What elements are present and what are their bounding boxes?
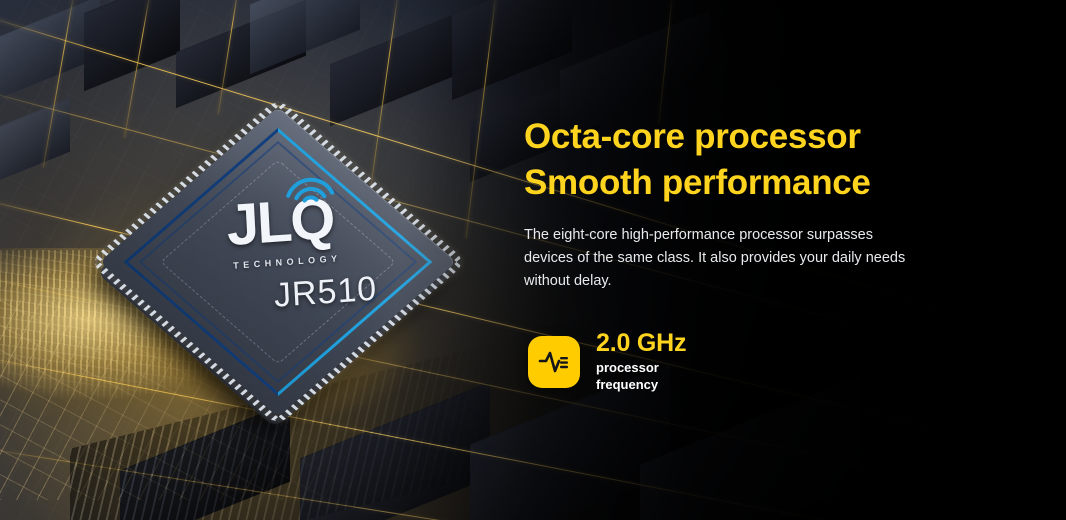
headline-line-2: Smooth performance [524,162,871,202]
spec-stat-label-line-2: frequency [596,377,659,393]
spec-stat-value: 2.0 GHz [596,329,687,357]
spec-stat-label-line-1: processor [596,360,659,376]
description-text: The eight-core high-performance processo… [524,227,906,289]
page-title: Octa-core processor Smooth performance [524,114,871,205]
pulse-activity-icon [528,336,580,389]
spec-stat-processor-frequency: 2.0 GHz processor frequency [528,329,687,394]
spec-stat-label: processor frequency [596,360,686,394]
content-column: Octa-core processor Smooth performance T… [524,0,1044,520]
spec-stat-text: 2.0 GHz processor frequency [596,329,687,394]
headline-line-1: Octa-core processor [524,117,861,156]
